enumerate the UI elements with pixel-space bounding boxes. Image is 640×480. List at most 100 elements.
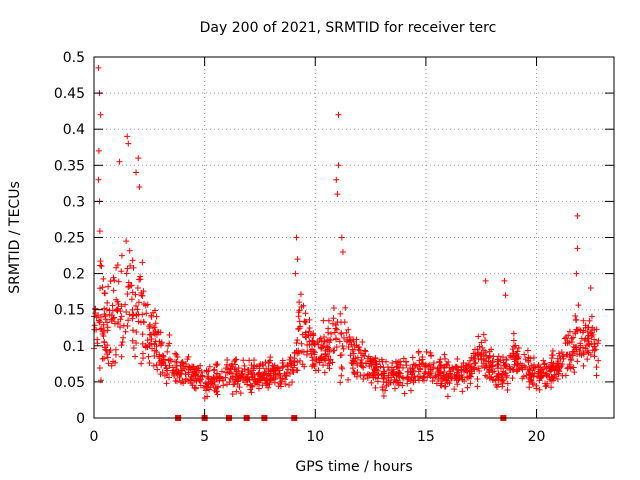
data-point [492, 377, 499, 384]
data-point [217, 373, 224, 380]
data-point [287, 354, 294, 361]
data-point [97, 258, 104, 265]
data-point [432, 373, 439, 380]
data-point [372, 384, 379, 391]
data-point [407, 387, 414, 394]
data-point [541, 361, 548, 368]
data-point [403, 362, 410, 369]
data-point [593, 326, 600, 333]
y-tick-label: 0.2 [63, 267, 85, 283]
data-point [405, 376, 412, 383]
data-point [366, 363, 373, 370]
data-point [110, 287, 117, 294]
data-point [115, 278, 122, 285]
data-point [187, 377, 194, 384]
data-point [220, 382, 227, 389]
data-point [224, 356, 231, 363]
data-point [573, 316, 580, 323]
data-point [226, 379, 233, 386]
data-point [354, 354, 361, 361]
data-point [472, 359, 479, 366]
data-point [237, 390, 244, 397]
data-point [495, 361, 502, 368]
data-point [294, 359, 301, 366]
data-point [447, 368, 454, 375]
data-point [538, 374, 545, 381]
data-point [513, 350, 520, 357]
data-point [264, 377, 271, 384]
data-point [112, 359, 119, 366]
data-point [139, 311, 146, 318]
y-tick-label: 0.5 [63, 50, 85, 66]
data-point [158, 358, 165, 365]
data-point [396, 370, 403, 377]
data-point [362, 348, 369, 355]
data-point [430, 364, 437, 371]
data-point [135, 318, 142, 325]
data-point [218, 368, 225, 375]
data-point [96, 228, 103, 235]
data-point [112, 351, 119, 358]
data-point [360, 376, 367, 383]
data-point [95, 176, 102, 183]
data-point [544, 371, 551, 378]
data-point [95, 64, 102, 71]
data-point [158, 357, 165, 364]
chart-title: Day 200 of 2021, SRMTID for receiver ter… [200, 20, 497, 36]
data-point [199, 373, 206, 380]
data-point [156, 351, 163, 358]
data-point [392, 378, 399, 385]
data-point [315, 367, 322, 374]
data-point [437, 362, 444, 369]
data-point [477, 351, 484, 358]
data-point [531, 361, 538, 368]
data-point [255, 385, 262, 392]
data-point [117, 324, 124, 331]
data-point [326, 346, 333, 353]
y-axis-label: SRMTID / TECUs [7, 181, 23, 294]
data-point [442, 377, 449, 384]
x-tick-label: 10 [306, 429, 324, 445]
data-point [467, 380, 474, 387]
data-point [463, 365, 470, 372]
data-point [563, 334, 570, 341]
data-point [338, 234, 345, 241]
data-point [265, 384, 272, 391]
data-point [533, 373, 540, 380]
data-point [192, 370, 199, 377]
data-point [272, 372, 279, 379]
data-point [510, 343, 517, 350]
data-point [587, 285, 594, 292]
data-point [115, 301, 122, 308]
data-point [179, 358, 186, 365]
data-point [129, 289, 136, 296]
data-point [157, 342, 164, 349]
data-point [140, 300, 147, 307]
data-point [99, 331, 106, 338]
data-point [234, 378, 241, 385]
data-point [491, 368, 498, 375]
data-point [439, 375, 446, 382]
data-point [322, 357, 329, 364]
data-point [123, 308, 130, 315]
data-point [207, 378, 214, 385]
data-point [185, 353, 192, 360]
data-point [163, 380, 170, 387]
data-point [557, 355, 564, 362]
data-point [310, 361, 317, 368]
data-point [226, 369, 233, 376]
data-point [190, 364, 197, 371]
data-point [568, 335, 575, 342]
data-point [107, 278, 114, 285]
data-point [401, 390, 408, 397]
data-point [543, 382, 550, 389]
data-point [589, 324, 596, 331]
data-point [98, 325, 105, 332]
data-point [114, 308, 121, 315]
data-point [372, 365, 379, 372]
data-point [125, 317, 132, 324]
data-point [540, 369, 547, 376]
data-point [123, 238, 130, 245]
data-point [286, 382, 293, 389]
